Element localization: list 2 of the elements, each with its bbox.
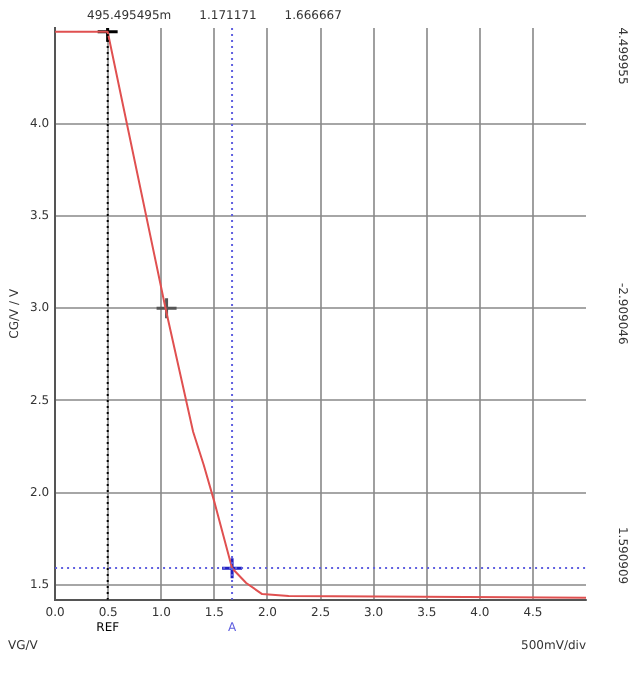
point xyxy=(155,296,179,320)
point xyxy=(220,556,244,580)
